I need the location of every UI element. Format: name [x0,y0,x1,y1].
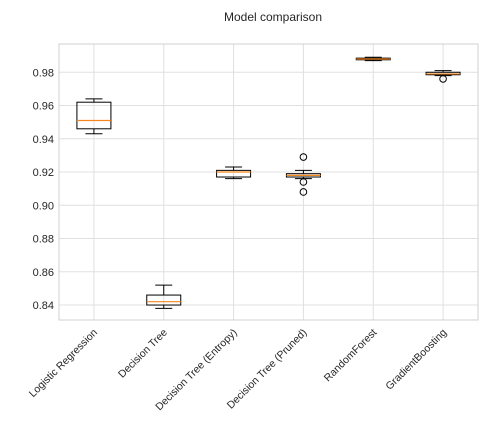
box [76,101,112,130]
plot-frame [58,43,479,321]
x-category-label: Decision Tree (Pruned) [225,327,310,412]
box [216,169,252,178]
outlier-point [439,75,447,83]
x-category-label: Logistic Regression [27,327,100,400]
x-category-label: GradientBoosting [383,327,449,393]
outlier-point [299,178,308,186]
y-tick-label: 0.92 [33,167,54,179]
y-tick-label: 0.94 [33,134,54,146]
y-tick-label: 0.96 [33,101,54,113]
chart-title: Model comparison [224,10,322,24]
y-tick-label: 0.90 [33,200,54,212]
outlier-point [299,188,308,196]
y-tick-label: 0.86 [33,267,54,279]
y-tick-label: 0.88 [33,234,54,246]
plot-area: 0.84 0.86 0.88 0.90 0.92 0.94 0.96 0.98 Logistic… [27,43,479,413]
x-category-label: Decision Tree [116,327,170,381]
y-tick-label: 0.98 [33,67,54,79]
y-tick-label: 0.84 [33,300,54,312]
x-category-label: RandomForest [322,327,380,385]
outlier-point [299,153,308,161]
box [146,294,182,306]
